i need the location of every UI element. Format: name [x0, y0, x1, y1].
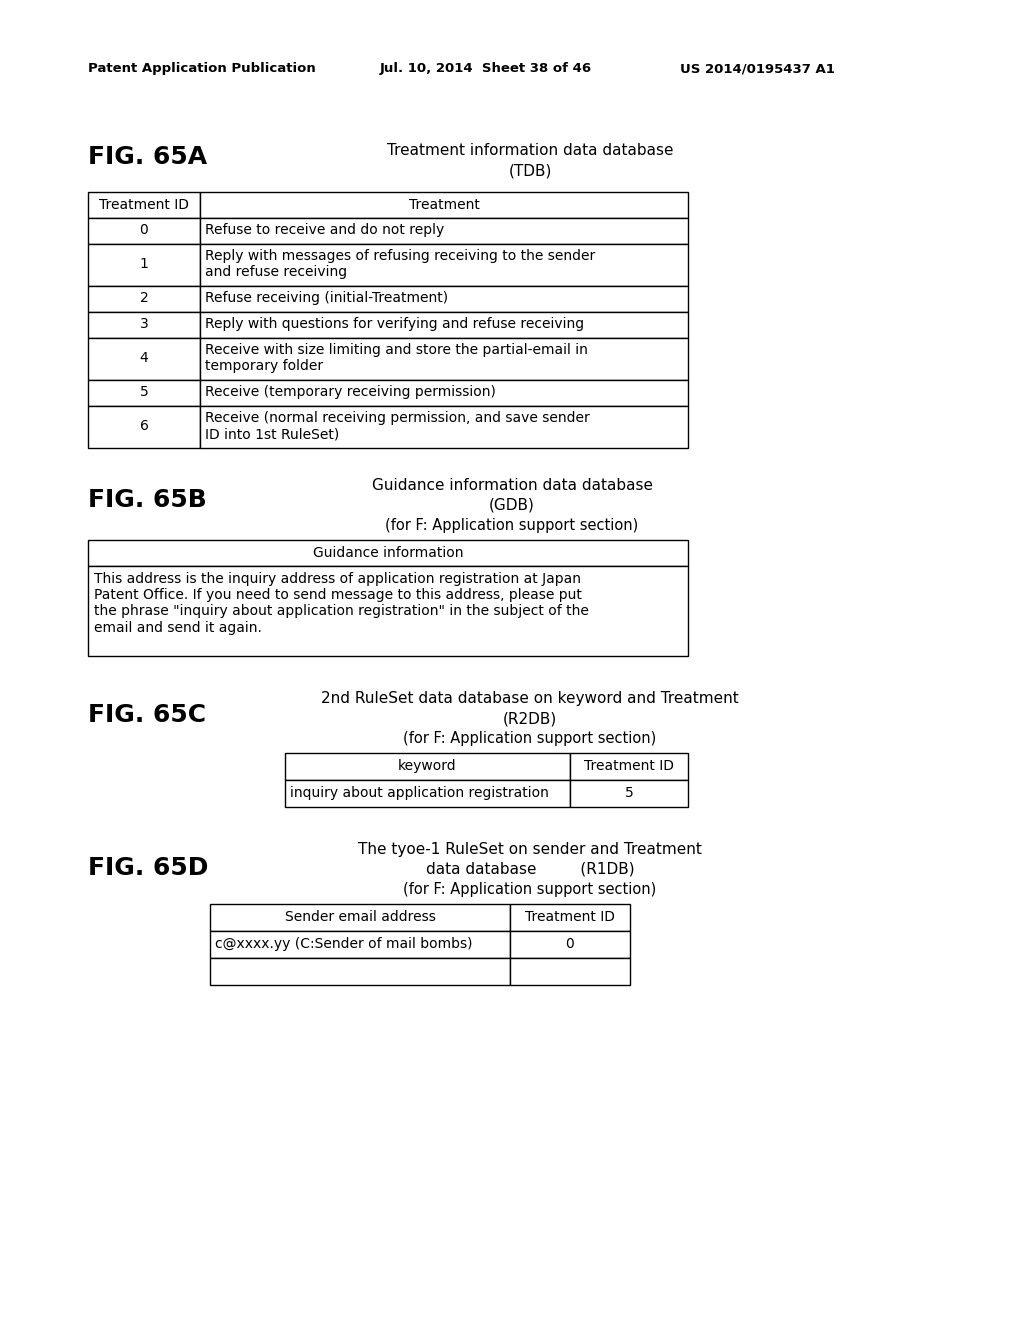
- Text: Treatment information data database: Treatment information data database: [387, 143, 673, 158]
- Bar: [88, 286, 200, 312]
- Text: Receive (temporary receiving permission): Receive (temporary receiving permission): [205, 385, 496, 399]
- Bar: [510, 904, 630, 931]
- Text: (TDB): (TDB): [508, 164, 552, 180]
- Bar: [200, 338, 688, 380]
- Text: Receive with size limiting and store the partial-email in
temporary folder: Receive with size limiting and store the…: [205, 343, 588, 374]
- Text: c@xxxx.yy (C:Sender of mail bombs): c@xxxx.yy (C:Sender of mail bombs): [215, 937, 472, 950]
- Text: FIG. 65A: FIG. 65A: [88, 145, 207, 169]
- Bar: [88, 338, 200, 380]
- Text: (for F: Application support section): (for F: Application support section): [385, 517, 639, 533]
- Text: FIG. 65D: FIG. 65D: [88, 855, 208, 880]
- Text: 5: 5: [139, 385, 148, 399]
- Bar: [200, 244, 688, 286]
- Bar: [510, 931, 630, 958]
- Bar: [285, 780, 570, 807]
- Text: FIG. 65B: FIG. 65B: [88, 488, 207, 512]
- Text: 2: 2: [139, 290, 148, 305]
- Text: 1: 1: [139, 257, 148, 271]
- Text: Sender email address: Sender email address: [285, 909, 435, 924]
- Bar: [88, 566, 688, 656]
- Bar: [210, 958, 510, 985]
- Text: Treatment ID: Treatment ID: [525, 909, 615, 924]
- Bar: [200, 312, 688, 338]
- Text: 4: 4: [139, 351, 148, 366]
- Text: (for F: Application support section): (for F: Application support section): [403, 882, 656, 898]
- Text: Jul. 10, 2014  Sheet 38 of 46: Jul. 10, 2014 Sheet 38 of 46: [380, 62, 592, 75]
- Text: US 2014/0195437 A1: US 2014/0195437 A1: [680, 62, 835, 75]
- Bar: [200, 218, 688, 244]
- Bar: [200, 191, 688, 218]
- Bar: [88, 191, 200, 218]
- Text: Treatment: Treatment: [409, 198, 479, 213]
- Text: (R2DB): (R2DB): [503, 711, 557, 726]
- Bar: [570, 780, 688, 807]
- Bar: [285, 752, 570, 780]
- Text: Receive (normal receiving permission, and save sender
ID into 1st RuleSet): Receive (normal receiving permission, an…: [205, 411, 590, 441]
- Text: 5: 5: [625, 785, 634, 800]
- Bar: [88, 218, 200, 244]
- Text: Refuse receiving (initial-Treatment): Refuse receiving (initial-Treatment): [205, 290, 449, 305]
- Text: data database         (R1DB): data database (R1DB): [426, 862, 634, 876]
- Text: Reply with questions for verifying and refuse receiving: Reply with questions for verifying and r…: [205, 317, 584, 331]
- Text: Treatment ID: Treatment ID: [99, 198, 189, 213]
- Text: (GDB): (GDB): [489, 498, 535, 513]
- Text: 2nd RuleSet data database on keyword and Treatment: 2nd RuleSet data database on keyword and…: [322, 690, 739, 706]
- Text: Patent Application Publication: Patent Application Publication: [88, 62, 315, 75]
- Bar: [200, 407, 688, 447]
- Text: 0: 0: [565, 937, 574, 950]
- Text: Guidance information: Guidance information: [312, 546, 463, 560]
- Text: This address is the inquiry address of application registration at Japan
Patent : This address is the inquiry address of a…: [94, 572, 589, 635]
- Bar: [200, 286, 688, 312]
- Text: Reply with messages of refusing receiving to the sender
and refuse receiving: Reply with messages of refusing receivin…: [205, 249, 595, 280]
- Bar: [88, 540, 688, 566]
- Bar: [570, 752, 688, 780]
- Bar: [88, 407, 200, 447]
- Bar: [510, 958, 630, 985]
- Text: (for F: Application support section): (for F: Application support section): [403, 731, 656, 746]
- Text: Treatment ID: Treatment ID: [584, 759, 674, 774]
- Text: inquiry about application registration: inquiry about application registration: [290, 785, 549, 800]
- Text: The tyoe-1 RuleSet on sender and Treatment: The tyoe-1 RuleSet on sender and Treatme…: [358, 842, 701, 857]
- Text: Refuse to receive and do not reply: Refuse to receive and do not reply: [205, 223, 444, 238]
- Bar: [88, 312, 200, 338]
- Text: keyword: keyword: [398, 759, 457, 774]
- Text: 3: 3: [139, 317, 148, 331]
- Bar: [200, 380, 688, 407]
- Text: 0: 0: [139, 223, 148, 238]
- Bar: [210, 931, 510, 958]
- Bar: [88, 380, 200, 407]
- Text: FIG. 65C: FIG. 65C: [88, 704, 206, 727]
- Bar: [88, 244, 200, 286]
- Text: 6: 6: [139, 418, 148, 433]
- Bar: [210, 904, 510, 931]
- Text: Guidance information data database: Guidance information data database: [372, 478, 652, 492]
